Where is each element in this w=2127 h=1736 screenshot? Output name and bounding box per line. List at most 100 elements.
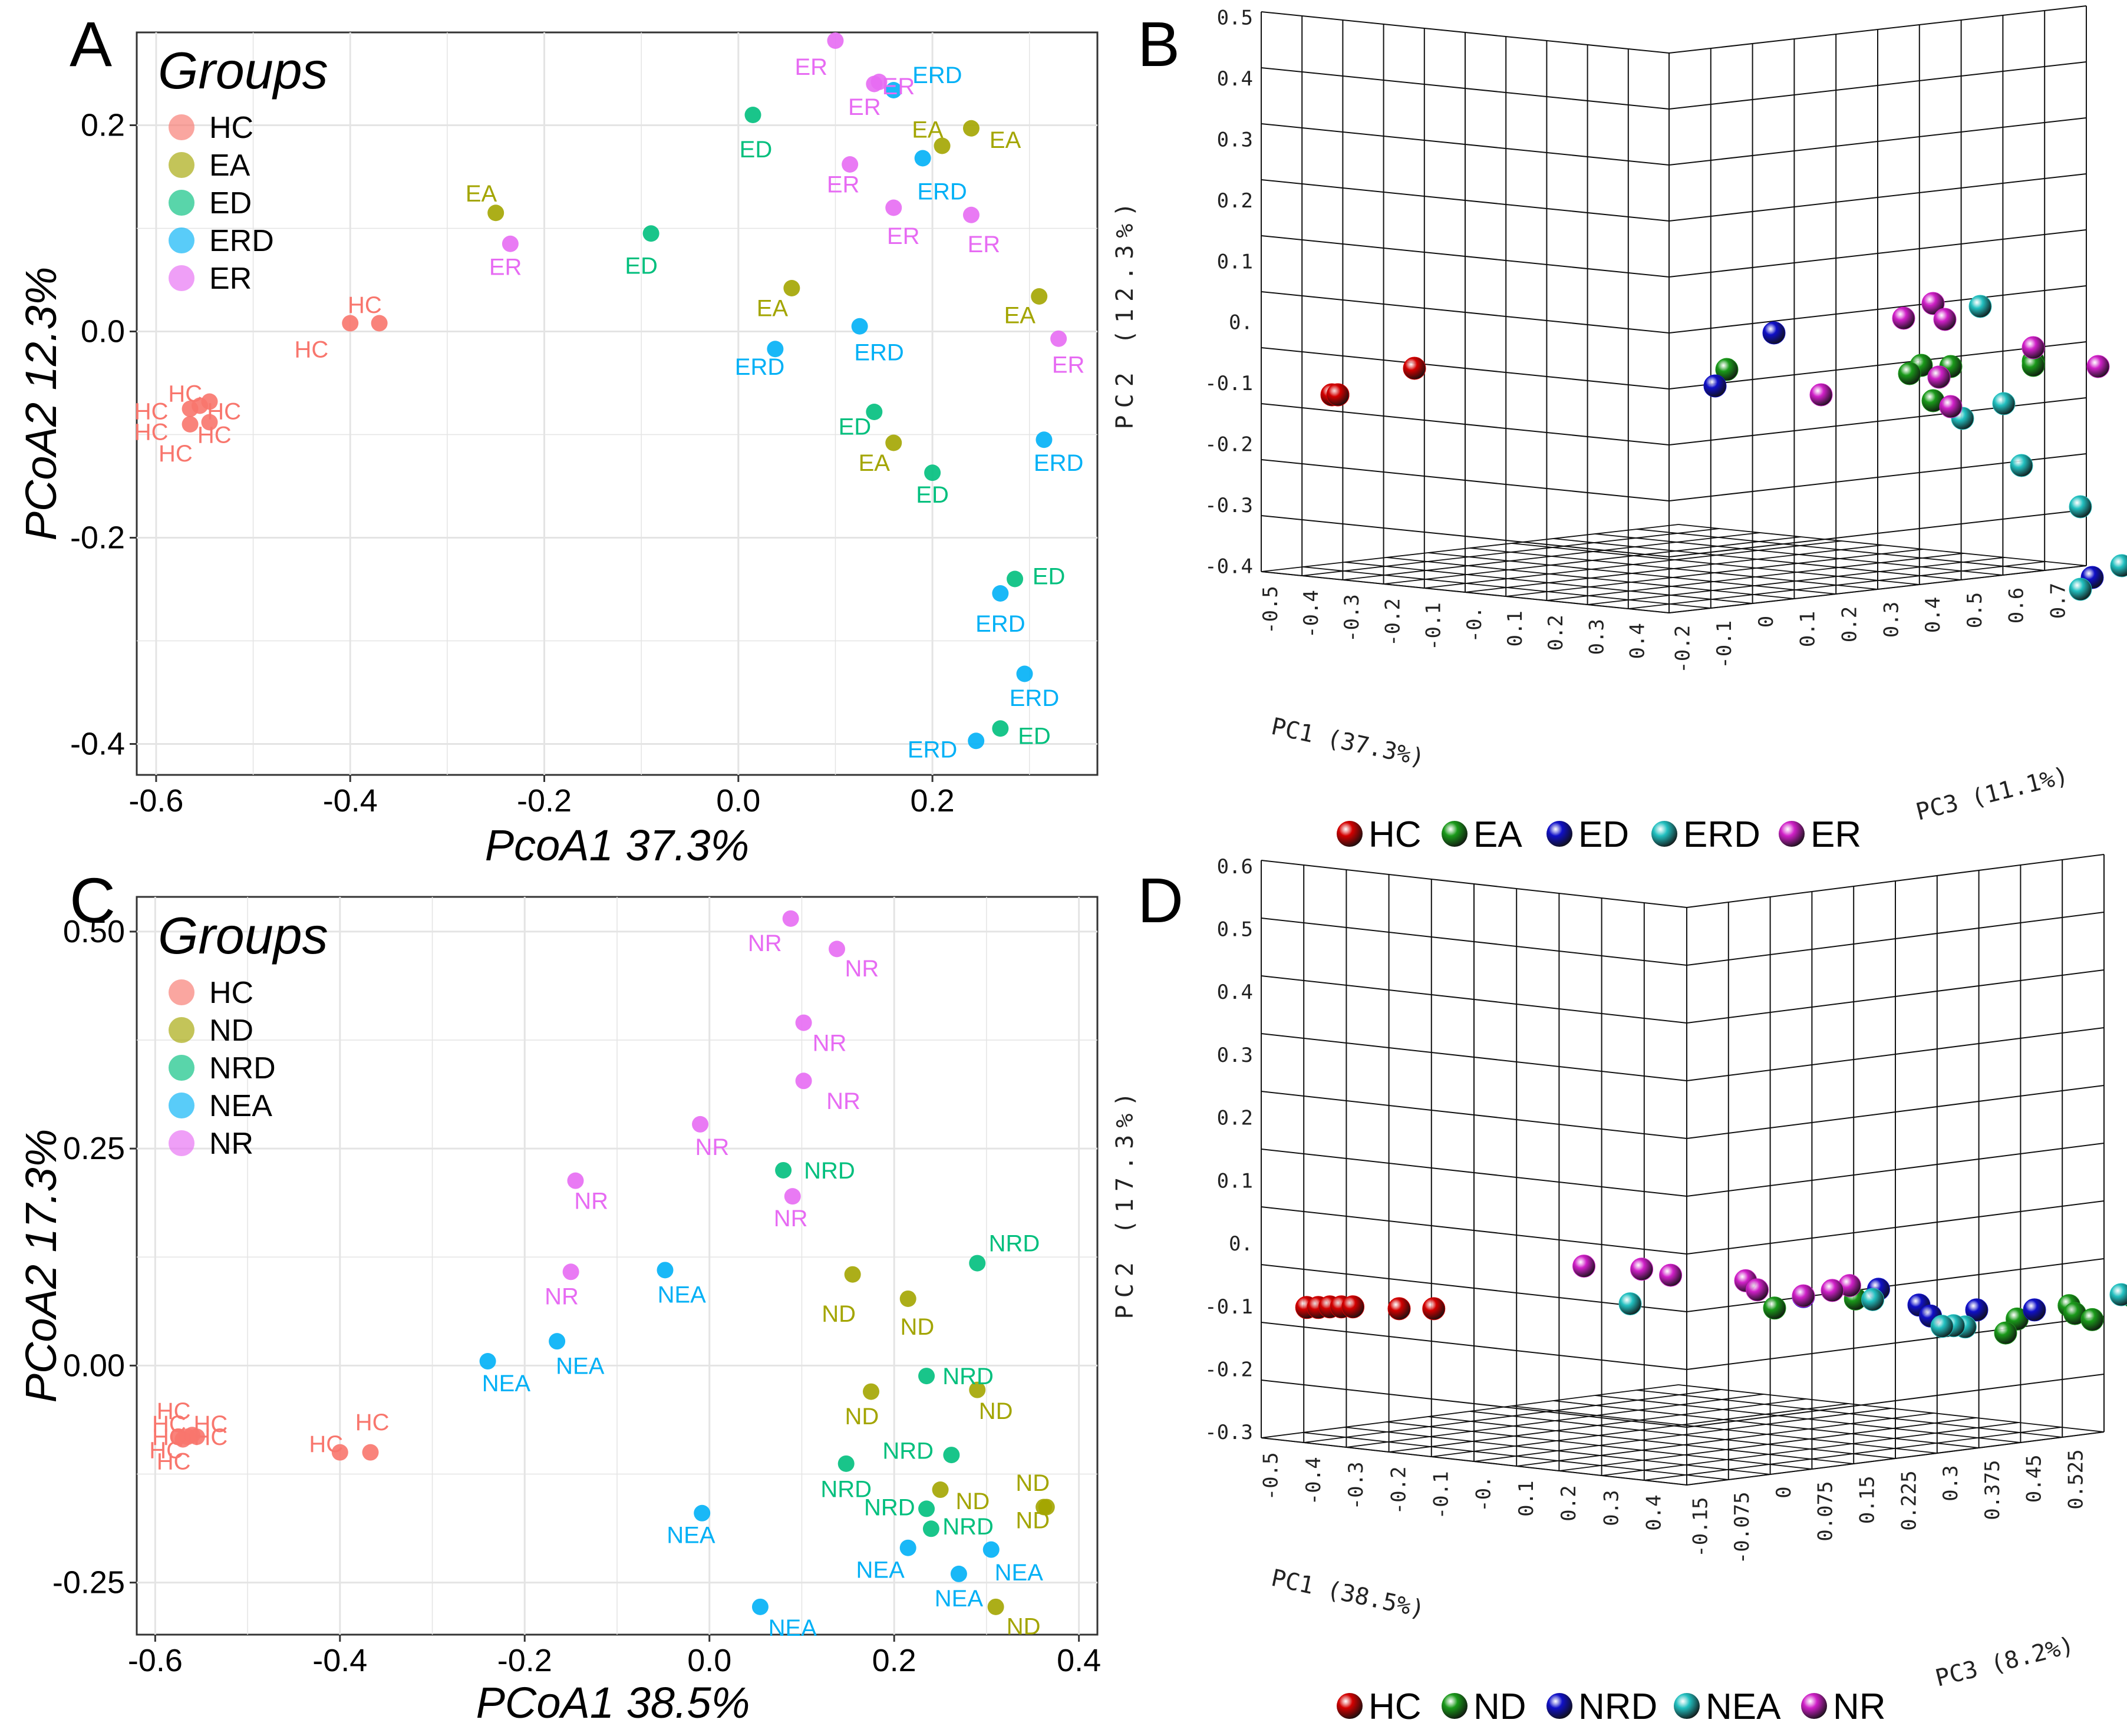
data-label-nea: NEA xyxy=(482,1371,531,1397)
data-point-nr xyxy=(692,1115,709,1133)
pc2-tick-label: -0.3 xyxy=(1205,1421,1253,1444)
data-point-hc xyxy=(331,1444,348,1461)
legend-label-er: ER xyxy=(1811,814,1861,855)
legend-label-nd: ND xyxy=(1473,1687,1526,1727)
legend-sphere-hc xyxy=(1337,821,1363,847)
pc3-tick-label: -0.1 xyxy=(1713,621,1736,669)
floor-gridline xyxy=(1424,540,1842,589)
sphere-g3 xyxy=(1715,358,1739,381)
data-point-nea xyxy=(479,1353,496,1370)
data-point-erd xyxy=(1016,665,1033,682)
sphere-m3 xyxy=(1809,383,1833,407)
data-point-erd xyxy=(1036,431,1053,448)
floor-gridline xyxy=(1473,1408,1892,1462)
data-label-hc: HC xyxy=(159,441,193,467)
data-label-ed: ED xyxy=(916,482,949,508)
sphere-r3 xyxy=(1422,1297,1446,1321)
sphere-m3 xyxy=(1572,1255,1596,1278)
data-point-erd xyxy=(767,341,784,358)
floor-gridline xyxy=(1431,1403,1849,1457)
pc2-tick-label: -0.1 xyxy=(1205,372,1253,395)
data-point-nr xyxy=(567,1172,584,1189)
data-point-nea xyxy=(694,1504,711,1522)
sphere-c3 xyxy=(2069,495,2092,519)
x-tick-label: -0.6 xyxy=(128,1643,183,1678)
data-label-ea: EA xyxy=(990,127,1021,153)
floor-gridline xyxy=(1346,1394,1764,1448)
sphere-g3 xyxy=(2080,1308,2104,1331)
data-label-nea: NEA xyxy=(658,1282,707,1308)
legend-swatch-nrd xyxy=(169,1055,194,1081)
pc1-tick-label: 0.1 xyxy=(1515,1480,1538,1516)
data-label-er: ER xyxy=(848,94,881,120)
data-label-nea: NEA xyxy=(769,1615,817,1641)
pc3-tick-label: 0.375 xyxy=(1981,1460,2004,1520)
pc3-tick-label: 0.5 xyxy=(1963,592,1987,628)
data-label-nrd: NRD xyxy=(882,1438,934,1464)
y-tick-label: -0.2 xyxy=(70,520,125,556)
floor-gridline xyxy=(1261,1384,1679,1438)
sphere-m3 xyxy=(1921,292,1945,315)
data-point-hc xyxy=(201,393,218,410)
data-label-hc: HC xyxy=(152,1424,186,1450)
data-label-nr: NR xyxy=(574,1189,608,1214)
data-label-hc: HC xyxy=(152,1411,186,1437)
data-label-ed: ED xyxy=(839,414,872,440)
pc3-tick-label: 0.6 xyxy=(2005,588,2029,623)
data-point-nd xyxy=(932,1481,949,1499)
data-label-nr: NR xyxy=(695,1134,730,1160)
data-point-erd xyxy=(851,318,868,335)
pc2-tick-label: 0.2 xyxy=(1217,1107,1253,1130)
left-wall-gridline xyxy=(1261,1091,1687,1139)
pc1-tick-label: -0.2 xyxy=(1381,598,1404,646)
data-point-nrd xyxy=(922,1520,939,1537)
data-point-nd xyxy=(987,1598,1004,1615)
data-point-nea xyxy=(657,1262,674,1279)
data-point-nd xyxy=(969,1381,986,1398)
pc2-tick-label: -0.1 xyxy=(1205,1295,1253,1319)
pc1-tick-label: -0.1 xyxy=(1422,602,1446,651)
data-label-nea: NEA xyxy=(935,1586,984,1612)
data-point-nea xyxy=(950,1565,967,1582)
right-wall-gridline xyxy=(1668,61,2087,110)
right-wall-gridline xyxy=(1686,854,2105,908)
legend-swatch-nd xyxy=(169,1017,194,1043)
data-label-nr: NR xyxy=(826,1088,860,1114)
sphere-c3 xyxy=(2109,1283,2127,1306)
legend-swatch-hc xyxy=(169,114,194,140)
panel-a-x-ticks: -0.6 -0.4 -0.2 0.0 0.2 xyxy=(128,775,955,819)
data-point-ed xyxy=(992,720,1009,737)
floor-gridline xyxy=(1389,1398,1806,1453)
y-tick-label: 0.50 xyxy=(63,914,125,949)
legend-sphere-nr xyxy=(1801,1693,1827,1719)
legend-label-nea: NEA xyxy=(209,1089,272,1123)
sphere-m3 xyxy=(1630,1258,1654,1281)
sphere-c3 xyxy=(1992,392,2016,415)
y-tick-label: -0.4 xyxy=(70,727,125,762)
sphere-m3 xyxy=(1927,365,1951,389)
panel-c-y-axis-title: PCoA2 17.3% xyxy=(17,1129,65,1403)
legend-label-nr: NR xyxy=(1833,1687,1886,1727)
left-wall-gridline xyxy=(1261,975,1687,1024)
data-label-nea: NEA xyxy=(556,1353,605,1379)
data-label-nr: NR xyxy=(845,956,879,982)
legend-sphere-ea xyxy=(1442,821,1468,847)
floor-gridline xyxy=(1302,528,1720,576)
pc2-tick-label: 0.4 xyxy=(1217,981,1253,1004)
data-label-nd: ND xyxy=(1015,1470,1050,1496)
pc2-tick-label: 0.1 xyxy=(1217,1169,1253,1193)
data-point-nr xyxy=(795,1014,812,1031)
sphere-m3 xyxy=(1792,1284,1815,1308)
sphere-r3 xyxy=(1341,1295,1365,1319)
pc1-tick-label: 0.2 xyxy=(1544,615,1568,651)
sphere-c3 xyxy=(1930,1315,1954,1338)
panel-c-scatter: -0.6 -0.4 -0.2 0.0 0.2 0.4 -0.250.000.250.50 … xyxy=(17,896,1101,1727)
left-wall-gridline xyxy=(1261,11,1670,54)
sphere-g3 xyxy=(1898,362,1921,385)
pc2-tick-label: 0. xyxy=(1229,311,1253,335)
pc2-tick-label: 0.5 xyxy=(1217,6,1253,30)
data-label-erd: ERD xyxy=(917,179,967,205)
panel-b-pc2-ticks: 0.5 0.4 0.3 0.2 0.1 0. -0.1 -0.2 -0.3 -0.4 xyxy=(1205,6,1253,579)
sphere-m3 xyxy=(1821,1279,1844,1302)
